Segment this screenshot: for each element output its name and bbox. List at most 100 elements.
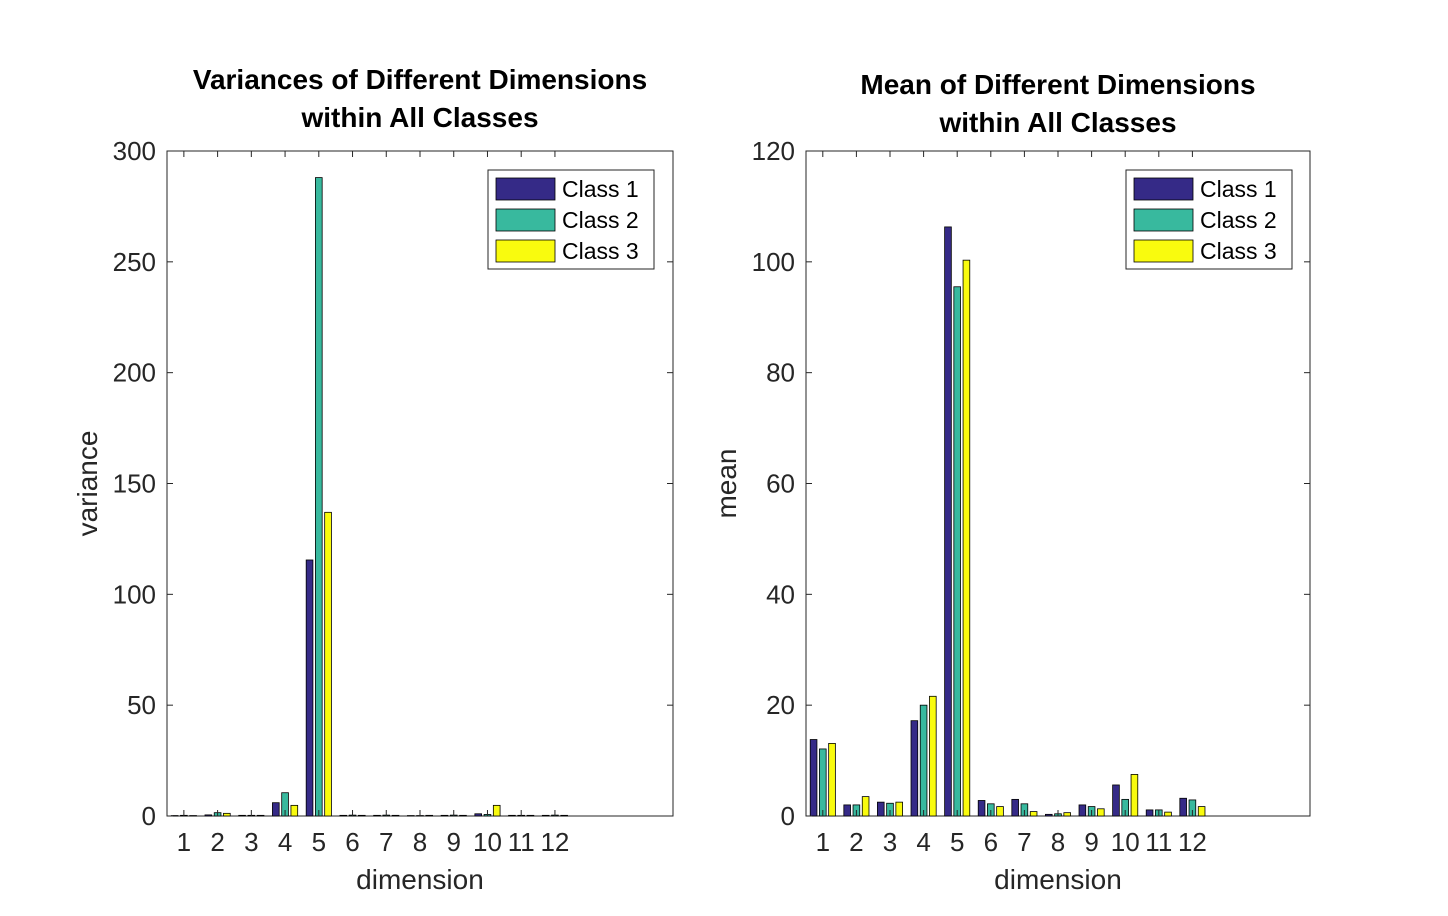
bar-class-1-dim-6 — [977, 800, 986, 817]
bar-class-3-dim-7 — [1029, 811, 1038, 817]
chart-1: Variances of Different Dimensions within … — [72, 64, 674, 895]
bar-class-1-dim-5 — [305, 559, 314, 817]
x-axis-label: dimension — [994, 864, 1122, 895]
x-tick-label: 12 — [1178, 827, 1207, 857]
x-tick-label: 9 — [1084, 827, 1098, 857]
bar-class-1-dim-7 — [373, 814, 381, 817]
y-tick-label: 100 — [752, 247, 795, 277]
legend-entry-label: Class 3 — [1200, 238, 1277, 264]
y-tick-label: 120 — [752, 136, 795, 166]
x-tick-label: 7 — [1017, 827, 1031, 857]
bar-class-3-dim-3 — [895, 801, 903, 817]
legend-swatch — [1133, 208, 1194, 232]
legend: Class 1 Class 2 Class 3 — [487, 169, 655, 270]
x-tick-label: 10 — [473, 827, 502, 857]
x-tick-label: 3 — [244, 827, 258, 857]
bar-class-3-dim-12 — [1197, 806, 1206, 817]
y-tick-label: 40 — [766, 579, 795, 609]
bar-class-2-dim-5 — [953, 286, 961, 817]
y-tick-label: 100 — [113, 579, 156, 609]
bar-class-1-dim-2 — [843, 804, 851, 817]
bar-class-3-dim-8 — [425, 814, 434, 817]
bar-class-3-dim-11 — [526, 814, 535, 817]
x-tick-label: 1 — [816, 827, 830, 857]
bar-class-2-dim-1 — [819, 748, 827, 817]
bar-class-3-dim-3 — [256, 814, 265, 817]
chart-title-line: Mean of Different Dimensions — [860, 69, 1255, 100]
bar-class-3-dim-6 — [358, 814, 366, 817]
bar-class-1-dim-3 — [238, 814, 246, 817]
y-tick-label: 250 — [113, 247, 156, 277]
y-tick-label: 200 — [113, 358, 156, 388]
legend-entry-label: Class 2 — [562, 207, 639, 233]
x-tick-label: 5 — [312, 827, 326, 857]
bar-class-1-dim-8 — [1045, 813, 1053, 817]
bar-class-1-dim-12 — [1179, 797, 1187, 817]
legend-entry-label: Class 1 — [562, 176, 639, 202]
y-tick-label: 150 — [113, 469, 156, 499]
bar-class-3-dim-7 — [391, 814, 400, 817]
bar-class-3-dim-1 — [828, 743, 836, 817]
legend-swatch — [495, 177, 556, 201]
y-tick-label: 50 — [127, 690, 156, 720]
bar-class-1-dim-7 — [1011, 798, 1019, 817]
x-tick-label: 9 — [446, 827, 460, 857]
bar-class-3-dim-10 — [1130, 774, 1139, 817]
bar-class-1-dim-10 — [1112, 784, 1120, 817]
y-tick-label: 0 — [781, 801, 795, 831]
x-tick-label: 12 — [540, 827, 569, 857]
bar-class-3-dim-4 — [929, 695, 937, 817]
bar-class-1-dim-1 — [809, 739, 818, 817]
x-tick-label: 11 — [1145, 827, 1172, 857]
bar-class-1-dim-8 — [406, 815, 415, 817]
bar-class-1-dim-3 — [877, 801, 885, 817]
bar-class-3-dim-10 — [492, 804, 501, 817]
bar-class-1-dim-4 — [272, 802, 280, 817]
x-tick-label: 8 — [1051, 827, 1065, 857]
bar-class-3-dim-8 — [1063, 812, 1071, 817]
bar-class-1-dim-4 — [910, 720, 919, 817]
y-tick-label: 300 — [113, 136, 156, 166]
bar-class-3-dim-12 — [560, 814, 568, 817]
chart-2: Mean of Different Dimensions within All C… — [711, 69, 1311, 895]
bar-class-3-dim-5 — [324, 511, 332, 817]
x-tick-label: 1 — [177, 827, 191, 857]
x-tick-label: 2 — [210, 827, 224, 857]
y-axis-label: mean — [711, 448, 742, 518]
bar-class-3-dim-1 — [189, 815, 197, 817]
chart-title-line: Variances of Different Dimensions — [193, 64, 647, 95]
x-tick-label: 10 — [1111, 827, 1140, 857]
bar-class-3-dim-9 — [1097, 808, 1105, 817]
legend-swatch — [1133, 239, 1194, 263]
x-tick-label: 3 — [883, 827, 897, 857]
x-tick-label: 11 — [508, 827, 535, 857]
legend-swatch — [495, 208, 556, 232]
y-tick-label: 80 — [766, 358, 795, 388]
y-tick-label: 60 — [766, 469, 795, 499]
bar-class-1-dim-9 — [1078, 804, 1087, 817]
bar-class-3-dim-4 — [290, 804, 299, 817]
x-tick-label: 8 — [413, 827, 427, 857]
bar-class-3-dim-11 — [1164, 811, 1172, 817]
legend-swatch — [495, 239, 556, 263]
bar-class-1-dim-5 — [944, 226, 952, 817]
y-tick-label: 20 — [766, 690, 795, 720]
y-tick-label: 0 — [142, 801, 156, 831]
bar-class-1-dim-12 — [541, 814, 550, 817]
bar-class-1-dim-2 — [204, 814, 213, 817]
x-axis-label: dimension — [356, 864, 484, 895]
x-tick-label: 7 — [379, 827, 393, 857]
x-tick-label: 5 — [950, 827, 964, 857]
x-tick-label: 6 — [984, 827, 998, 857]
legend-entry-label: Class 3 — [562, 238, 639, 264]
bar-class-1-dim-9 — [440, 814, 449, 817]
bar-class-2-dim-4 — [919, 704, 928, 817]
legend-entry-label: Class 1 — [1200, 176, 1277, 202]
bar-class-1-dim-11 — [508, 814, 516, 817]
x-tick-label: 2 — [849, 827, 863, 857]
x-tick-label: 4 — [916, 827, 930, 857]
legend: Class 1 Class 2 Class 3 — [1125, 169, 1293, 270]
bar-class-1-dim-11 — [1145, 809, 1154, 817]
chart-title-line: within All Classes — [300, 102, 538, 133]
